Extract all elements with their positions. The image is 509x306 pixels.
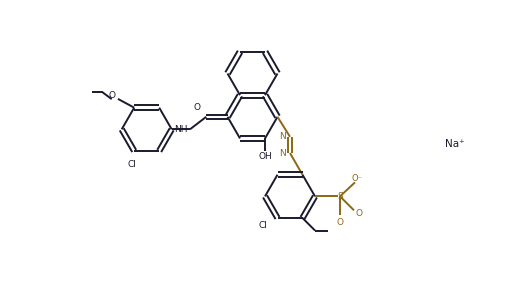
Text: OH: OH: [258, 152, 272, 162]
Text: Na⁺: Na⁺: [445, 139, 465, 148]
Text: Cl: Cl: [258, 221, 267, 230]
Text: O: O: [194, 103, 201, 112]
Text: Cl: Cl: [127, 160, 136, 170]
Text: N: N: [279, 132, 286, 141]
Text: O: O: [336, 218, 344, 227]
Text: S: S: [337, 192, 343, 201]
Text: NH: NH: [174, 125, 188, 134]
Text: O: O: [108, 91, 115, 100]
Text: O⁻: O⁻: [352, 174, 363, 183]
Text: O: O: [355, 209, 362, 218]
Text: N: N: [279, 148, 286, 158]
